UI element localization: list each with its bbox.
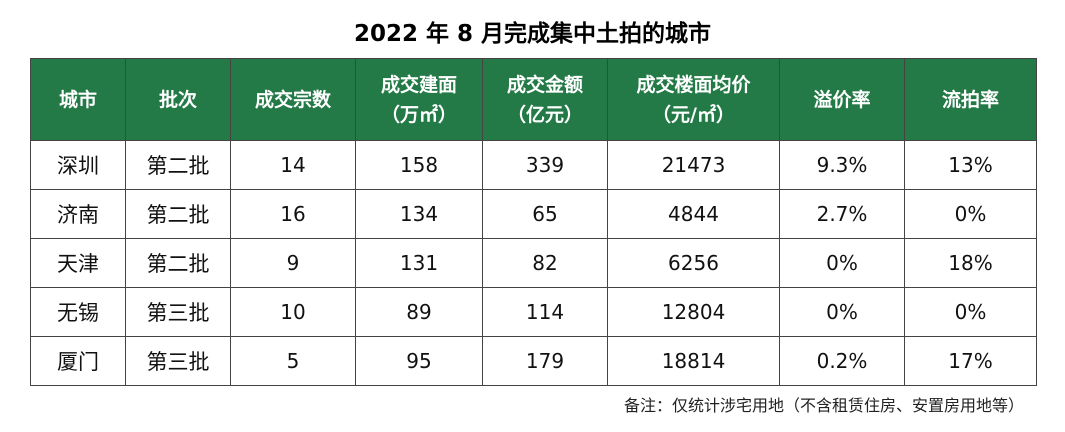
cell-failed: 0% <box>904 189 1037 239</box>
cell-amount: 339 <box>482 140 608 190</box>
cell-deals: 5 <box>230 336 356 386</box>
table-row: 天津 第二批 9 131 82 6256 0% 18% <box>30 238 1037 288</box>
table-row: 厦门 第三批 5 95 179 18814 0.2% 17% <box>30 336 1037 386</box>
cell-amount: 82 <box>482 238 608 288</box>
cell-failed: 17% <box>904 336 1037 386</box>
table-row: 深圳 第二批 14 158 339 21473 9.3% 13% <box>30 140 1037 190</box>
header-area: 成交建面 （万㎡） <box>355 58 483 141</box>
cell-batch: 第二批 <box>125 140 231 190</box>
cell-deals: 10 <box>230 287 356 337</box>
cell-amount: 114 <box>482 287 608 337</box>
cell-deals: 9 <box>230 238 356 288</box>
cell-city: 深圳 <box>30 140 126 190</box>
header-price: 成交楼面均价 （元/㎡） <box>607 58 780 141</box>
header-batch: 批次 <box>125 58 231 141</box>
cell-batch: 第二批 <box>125 238 231 288</box>
cell-premium: 0% <box>779 287 905 337</box>
header-price-line2: （元/㎡） <box>652 103 735 126</box>
cell-failed: 18% <box>904 238 1037 288</box>
header-amount: 成交金额 （亿元） <box>482 58 608 141</box>
header-price-line1: 成交楼面均价 <box>636 73 751 96</box>
cell-premium: 0% <box>779 238 905 288</box>
cell-price: 12804 <box>607 287 780 337</box>
cell-premium: 9.3% <box>779 140 905 190</box>
cell-batch: 第三批 <box>125 336 231 386</box>
table-header-row: 城市 批次 成交宗数 成交建面 （万㎡） 成交金额 （亿元） 成交楼面均价 （元… <box>30 58 1037 141</box>
cell-city: 济南 <box>30 189 126 239</box>
table-row: 济南 第二批 16 134 65 4844 2.7% 0% <box>30 189 1037 239</box>
cell-city: 天津 <box>30 238 126 288</box>
land-auction-table: 城市 批次 成交宗数 成交建面 （万㎡） 成交金额 （亿元） 成交楼面均价 （元… <box>30 58 1037 386</box>
cell-deals: 14 <box>230 140 356 190</box>
cell-price: 4844 <box>607 189 780 239</box>
cell-area: 89 <box>355 287 483 337</box>
header-amount-line2: （亿元） <box>506 103 583 126</box>
cell-area: 158 <box>355 140 483 190</box>
cell-batch: 第二批 <box>125 189 231 239</box>
cell-city: 无锡 <box>30 287 126 337</box>
cell-failed: 0% <box>904 287 1037 337</box>
header-city: 城市 <box>30 58 126 141</box>
footnote: 备注：仅统计涉宅用地（不含租赁住房、安置房用地等） <box>623 396 1024 415</box>
cell-area: 131 <box>355 238 483 288</box>
header-area-line2: （万㎡） <box>380 103 457 126</box>
cell-failed: 13% <box>904 140 1037 190</box>
cell-price: 18814 <box>607 336 780 386</box>
cell-deals: 16 <box>230 189 356 239</box>
header-premium: 溢价率 <box>779 58 905 141</box>
cell-amount: 179 <box>482 336 608 386</box>
cell-price: 21473 <box>607 140 780 190</box>
cell-area: 134 <box>355 189 483 239</box>
header-failed: 流拍率 <box>904 58 1037 141</box>
cell-area: 95 <box>355 336 483 386</box>
cell-amount: 65 <box>482 189 608 239</box>
header-area-line1: 成交建面 <box>380 73 457 96</box>
cell-city: 厦门 <box>30 336 126 386</box>
header-deals: 成交宗数 <box>230 58 356 141</box>
cell-premium: 0.2% <box>779 336 905 386</box>
page-title: 2022 年 8 月完成集中土拍的城市 <box>353 21 712 47</box>
header-amount-line1: 成交金额 <box>506 73 583 96</box>
cell-premium: 2.7% <box>779 189 905 239</box>
cell-batch: 第三批 <box>125 287 231 337</box>
table-row: 无锡 第三批 10 89 114 12804 0% 0% <box>30 287 1037 337</box>
cell-price: 6256 <box>607 238 780 288</box>
